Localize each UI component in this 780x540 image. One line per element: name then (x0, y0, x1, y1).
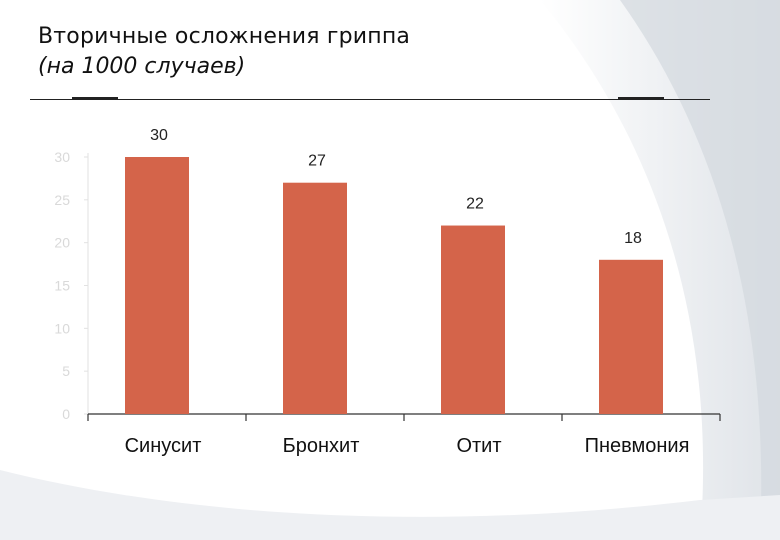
y-tick-label: 5 (62, 363, 70, 379)
y-tick-label: 10 (54, 320, 70, 336)
bar-отит (441, 225, 505, 414)
title-divider (30, 99, 710, 100)
bar-синусит (125, 157, 189, 414)
data-label: 30 (150, 127, 168, 144)
title-divider-accent-left (72, 97, 118, 99)
y-tick-label: 25 (54, 192, 70, 208)
y-tick-label: 30 (54, 149, 70, 165)
bar-пневмония (599, 259, 663, 414)
x-category-label: Пневмония (585, 435, 690, 457)
page-title: Вторичные осложнения гриппа (38, 24, 411, 49)
title-divider-accent-right (618, 97, 664, 99)
y-tick-label: 0 (62, 406, 70, 422)
x-category-label: Синусит (125, 435, 202, 457)
data-label: 27 (308, 153, 326, 170)
bar-бронхит (283, 182, 347, 414)
data-label: 18 (624, 230, 642, 247)
title-block: Вторичные осложнения гриппа (на 1000 слу… (38, 22, 410, 82)
page-subtitle: (на 1000 случаев) (38, 54, 246, 79)
x-category-label: Отит (456, 435, 501, 457)
x-category-label: Бронхит (283, 435, 360, 457)
y-tick-label: 15 (54, 278, 70, 294)
y-tick-label: 20 (54, 235, 70, 251)
data-label: 22 (466, 196, 484, 213)
